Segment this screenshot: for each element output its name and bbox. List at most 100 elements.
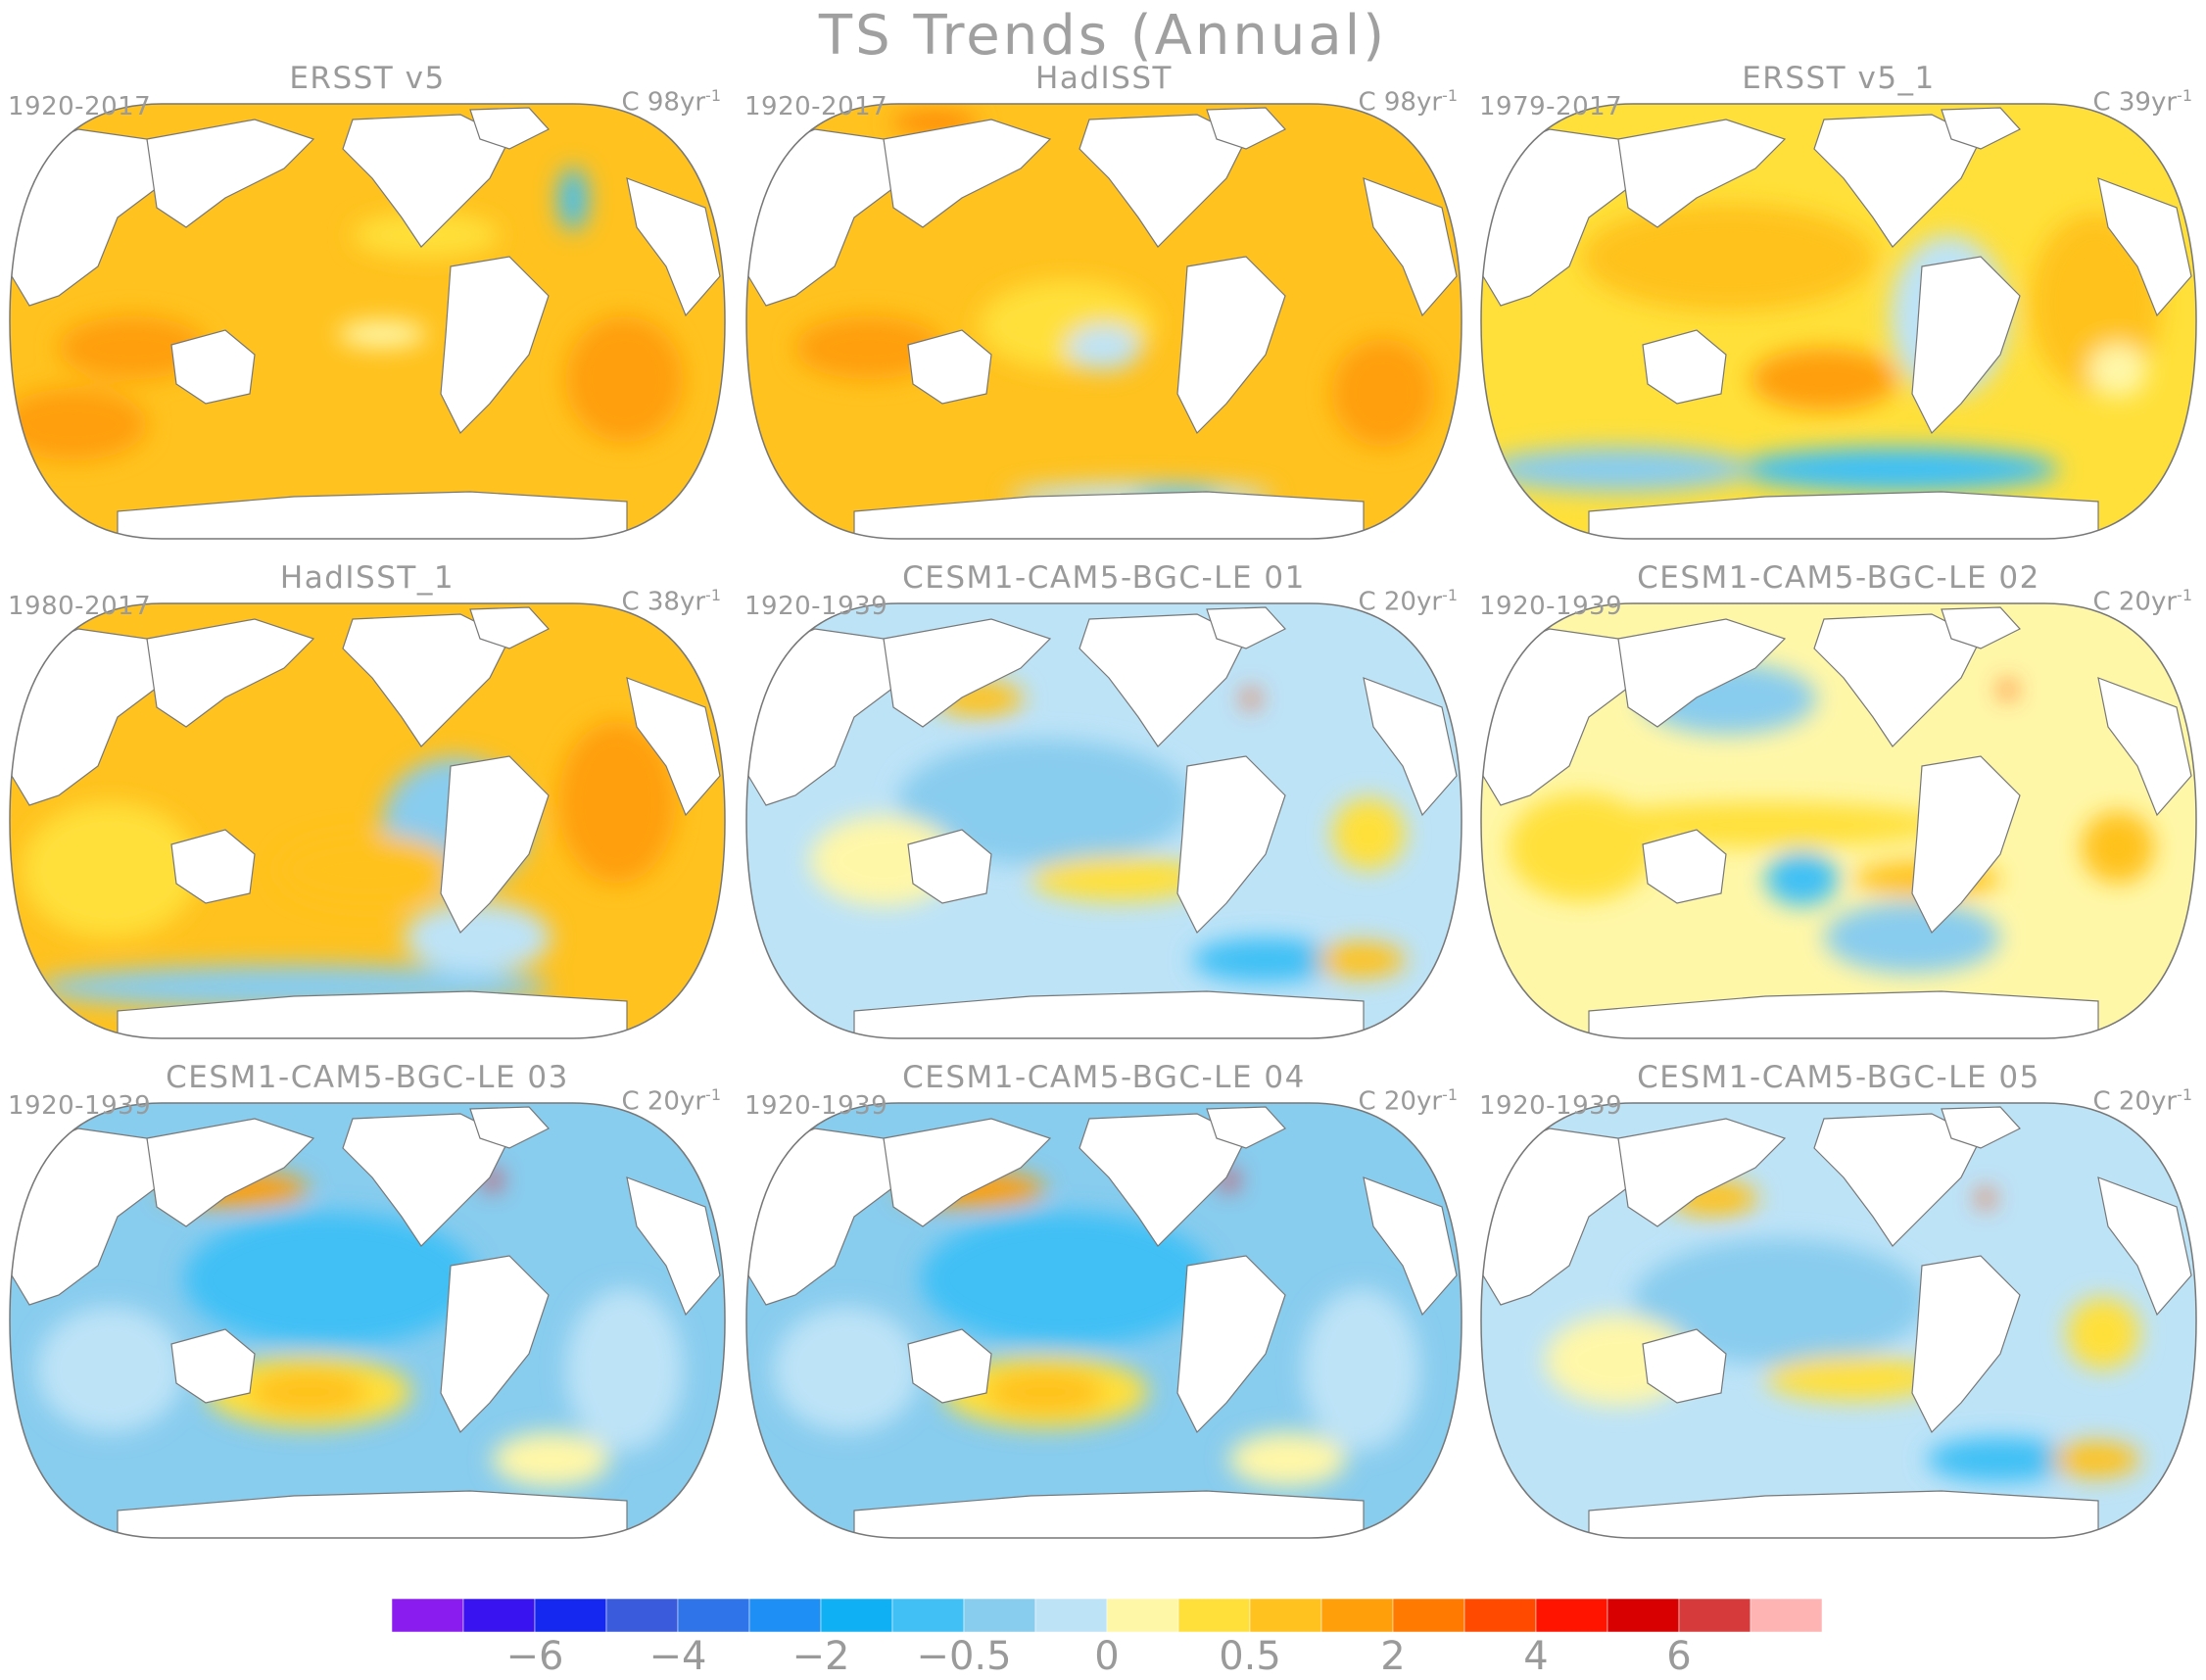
continent-outline [883,618,1052,728]
continent-outline [440,256,550,435]
continent-outline [853,990,1365,1038]
continent-outline [2097,677,2192,817]
colorbar-tick-label: −0.5 [916,1634,1012,1679]
continent-outline [1363,677,1458,817]
map-panel: CESM1-CAM5-BGC-LE 03 1920-1939 C 20yr-1 [0,1060,735,1550]
map-border [9,103,726,540]
continent-outline [746,1128,894,1306]
continent-outline [1941,107,2021,150]
colorbar [392,1599,1822,1633]
figure-title: TS Trends (Annual) [818,4,1388,68]
map-panel: CESM1-CAM5-BGC-LE 02 1920-1939 C 20yr-1 [1471,560,2206,1050]
panel-unit: C 20yr-1 [621,1085,721,1117]
colorbar-swatch [1249,1599,1322,1633]
panel-years: 1920-1939 [744,592,888,621]
continent-outline [1176,755,1286,935]
continent-outline [1642,1328,1727,1404]
panel-title: ERSST v5_1 [1742,61,1936,96]
map-panel: CESM1-CAM5-BGC-LE 04 1920-1939 C 20yr-1 [737,1060,1471,1550]
colorbar-tick-label: −2 [791,1634,850,1679]
continent-outline [146,119,315,228]
colorbar-swatch [1034,1599,1108,1633]
panel-years: 1920-1939 [8,1091,152,1121]
colorbar-swatch [748,1599,822,1633]
colorbar-swatch [1177,1599,1251,1633]
continent-outline [1588,990,2099,1038]
continent-outline [1617,119,1787,228]
panel-unit: C 20yr-1 [2092,1085,2192,1117]
panel-title: CESM1-CAM5-BGC-LE 04 [902,1060,1306,1095]
continent-outline [2097,1176,2192,1317]
colorbar-tick-label: 6 [1666,1634,1692,1679]
continent-outline [170,329,256,405]
panel-unit: C 98yr-1 [621,86,721,118]
colorbar-labels: −6 −4 −2 −0.5 0 0.5 2 4 6 [0,1634,2206,1679]
panel-unit: C 20yr-1 [1358,586,1458,617]
world-map [1480,1102,2197,1539]
continent-outline [440,755,550,935]
panel-title: HadISST [1035,61,1173,96]
continent-outline [853,1490,1365,1538]
continent-outline [10,128,158,307]
panel-title: CESM1-CAM5-BGC-LE 01 [902,560,1306,596]
panel-title: CESM1-CAM5-BGC-LE 05 [1637,1060,2040,1095]
panel-years: 1920-1939 [744,1091,888,1121]
colorbar-tick-label: 0 [1094,1634,1120,1679]
panel-unit: C 20yr-1 [2092,586,2192,617]
map-border [1480,602,2197,1039]
continent-outline [1206,1106,1286,1149]
panel-unit: C 38yr-1 [621,586,721,617]
map-panel: CESM1-CAM5-BGC-LE 01 1920-1939 C 20yr-1 [737,560,1471,1050]
map-border [1480,103,2197,540]
continent-outline [117,491,628,539]
continent-outline [746,628,894,806]
panel-unit: C 39yr-1 [2092,86,2192,118]
continent-outline [746,128,894,307]
continent-outline [1481,628,1629,806]
panel-unit: C 20yr-1 [1358,1085,1458,1117]
map-border [9,602,726,1039]
colorbar-swatch [677,1599,750,1633]
panel-title: ERSST v5 [289,61,446,96]
colorbar-swatch [1607,1599,1680,1633]
world-map [9,602,726,1039]
continent-outline [1941,1106,2021,1149]
map-panel: ERSST v5_1 1979-2017 C 39yr-1 [1471,61,2206,551]
continent-outline [1363,177,1458,317]
colorbar-swatch [1750,1599,1822,1633]
colorbar-swatch [605,1599,679,1633]
continent-outline [853,491,1365,539]
colorbar-swatch [392,1599,464,1633]
world-map [9,1102,726,1539]
continent-outline [10,628,158,806]
colorbar-swatch [462,1599,536,1633]
continent-outline [1481,1128,1629,1306]
world-map [9,103,726,540]
colorbar-swatch [1320,1599,1394,1633]
colorbar-tick-label: −4 [648,1634,707,1679]
panel-years: 1979-2017 [1479,92,1623,121]
map-border [9,1102,726,1539]
continent-outline [1911,755,2021,935]
continent-outline [2097,177,2192,317]
map-border [1480,1102,2197,1539]
continent-outline [1588,491,2099,539]
colorbar-swatch [891,1599,965,1633]
world-map [745,1102,1463,1539]
continent-outline [1617,1118,1787,1227]
panel-years: 1920-1939 [1479,592,1623,621]
continent-outline [883,119,1052,228]
map-panel: HadISST 1920-2017 C 98yr-1 [737,61,1471,551]
continent-outline [907,329,992,405]
continent-outline [1642,829,1727,904]
world-map [745,602,1463,1039]
colorbar-swatch [1678,1599,1751,1633]
colorbar-tick-label: 4 [1523,1634,1549,1679]
map-border [745,103,1463,540]
continent-outline [170,1328,256,1404]
continent-outline [469,107,550,150]
panel-title: CESM1-CAM5-BGC-LE 03 [166,1060,569,1095]
continent-outline [1588,1490,2099,1538]
continent-outline [1941,606,2021,649]
continent-outline [883,1118,1052,1227]
